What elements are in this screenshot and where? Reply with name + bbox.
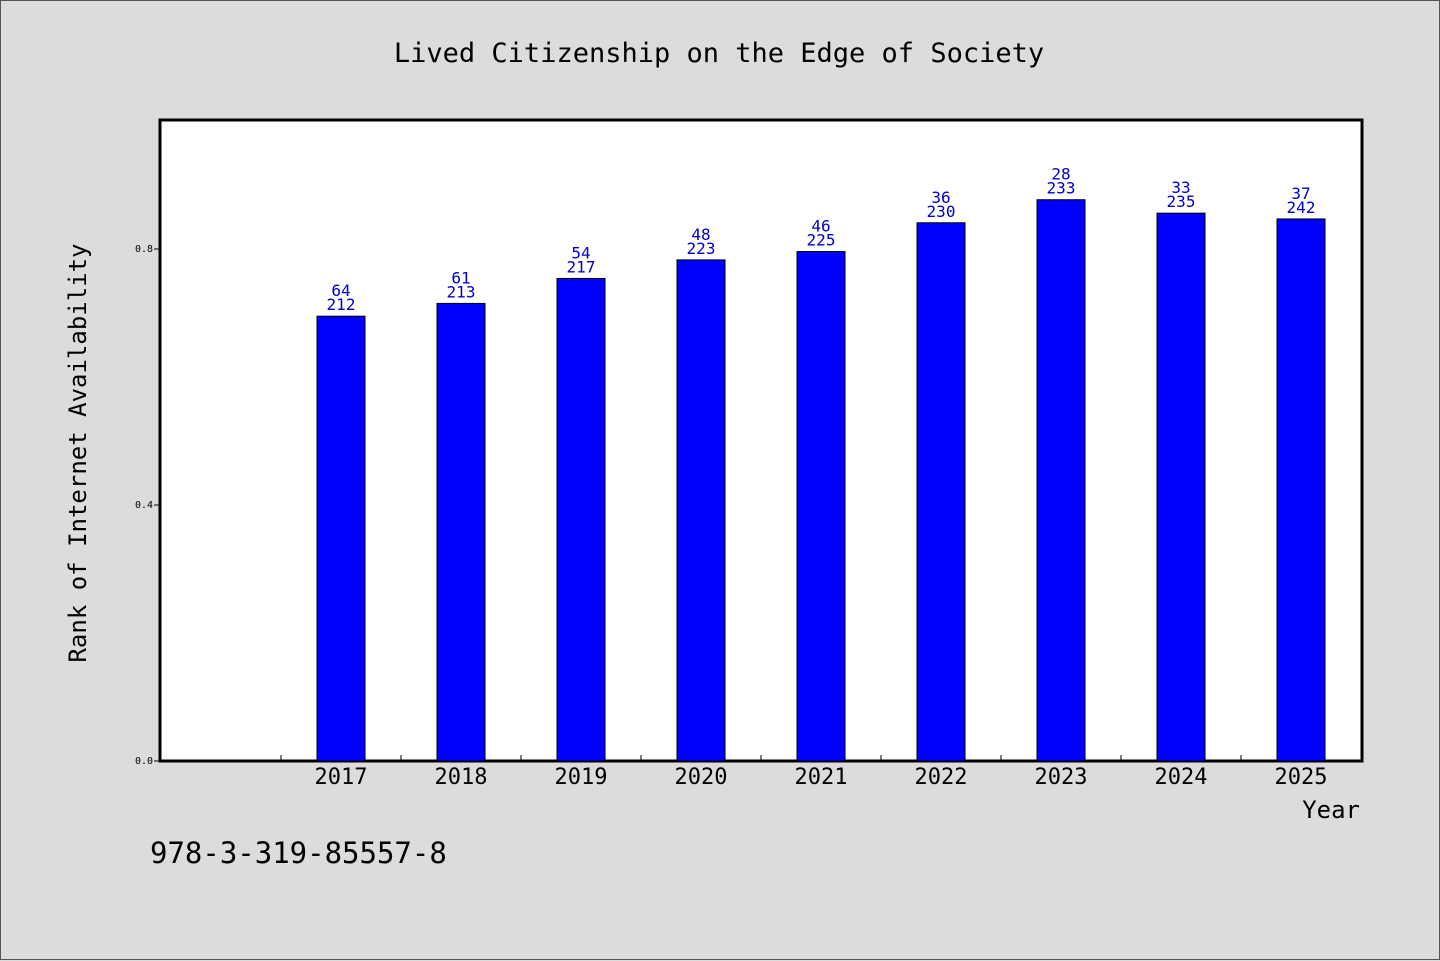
x-axis-label: Year	[1302, 796, 1360, 824]
x-tick-label: 2018	[435, 765, 488, 790]
bar	[316, 315, 366, 762]
y-axis-label: Rank of Internet Availability	[64, 243, 92, 662]
bar-label-top: 54	[571, 243, 590, 262]
bar-label-top: 46	[811, 217, 830, 236]
bar-label-bottom: 217	[567, 257, 596, 276]
bar	[916, 222, 966, 762]
bar	[556, 277, 606, 762]
y-tick-label: 0.8	[135, 244, 153, 255]
bar-label-top: 37	[1291, 184, 1310, 203]
bar-label-top: 28	[1051, 165, 1070, 184]
bar-label-bottom: 233	[1047, 179, 1076, 198]
bar	[1156, 212, 1206, 762]
bar-label-top: 48	[691, 225, 710, 244]
y-tick-label: 0.0	[135, 756, 153, 767]
bar	[676, 259, 726, 762]
bar-label-bottom: 223	[687, 239, 716, 258]
x-axis-ticks: 2017 2018 2019 2020 2021 2022 2023 2024 2025	[280, 755, 1328, 790]
bar-label-bottom: 242	[1287, 198, 1316, 217]
bar	[1276, 218, 1326, 762]
bar-label-bottom: 225	[807, 231, 836, 250]
bar	[796, 251, 846, 762]
bars-group	[316, 199, 1326, 762]
x-tick-label: 2020	[675, 765, 728, 790]
bar-label-bottom: 230	[927, 202, 956, 221]
bar-label-bottom: 212	[327, 295, 356, 314]
x-tick-label: 2019	[555, 765, 608, 790]
chart-title: Lived Citizenship on the Edge of Society	[394, 38, 1044, 69]
bar-label-top: 36	[931, 188, 950, 207]
bar-label-top: 33	[1171, 178, 1190, 197]
bar	[1036, 199, 1086, 762]
x-tick-label: 2022	[915, 765, 968, 790]
x-tick-label: 2024	[1155, 765, 1208, 790]
isbn-footnote: 978-3-319-85557-8	[150, 836, 447, 870]
x-tick-label: 2023	[1035, 765, 1088, 790]
bar-label-top: 64	[331, 281, 350, 300]
y-tick-label: 0.4	[135, 500, 153, 511]
y-axis-ticks: 0.0 0.4 0.8	[135, 244, 161, 767]
bar-label-bottom: 213	[447, 282, 476, 301]
x-tick-label: 2021	[795, 765, 848, 790]
x-tick-label: 2017	[315, 765, 368, 790]
bar	[436, 302, 486, 762]
bar-label-bottom: 235	[1167, 192, 1196, 211]
bar-label-top: 61	[451, 268, 470, 287]
x-tick-label: 2025	[1275, 765, 1328, 790]
